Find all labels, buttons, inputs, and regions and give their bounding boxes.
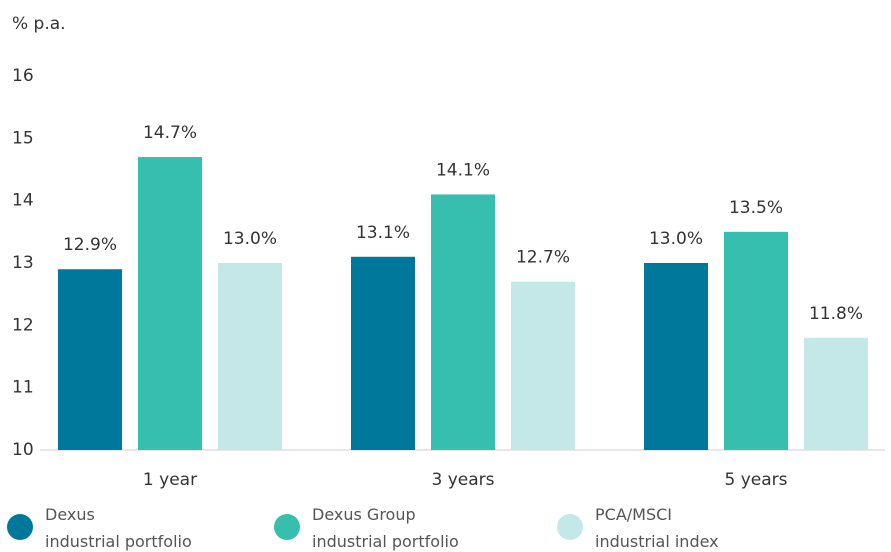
y-tick-label: 16 [12, 66, 34, 86]
legend-line: industrial portfolio [45, 532, 192, 551]
legend-line: industrial index [595, 532, 719, 551]
x-tick-label: 5 years [724, 470, 787, 490]
y-tick-label: 15 [12, 128, 34, 148]
x-tick-label: 3 years [431, 470, 494, 490]
value-label: 13.1% [356, 223, 410, 243]
legend-label: Dexus Group industrial portfolio [312, 505, 459, 551]
value-label: 14.1% [436, 160, 490, 180]
legend-line: PCA/MSCI [595, 505, 677, 524]
y-tick-label: 10 [12, 440, 34, 460]
y-tick-label: 12 [12, 315, 34, 335]
bar [351, 256, 415, 450]
bar [804, 337, 868, 450]
x-tick-label: 1 year [143, 470, 197, 490]
y-tick-label: 14 [12, 191, 34, 211]
legend-swatch [274, 514, 300, 540]
legend-line: Dexus [45, 505, 100, 524]
y-tick-label: 13 [12, 253, 34, 273]
bar [218, 263, 282, 450]
bar [644, 263, 708, 450]
value-label: 14.7% [143, 123, 197, 143]
legend-swatch [7, 514, 33, 540]
legend-line: Dexus Group [312, 505, 421, 524]
legend-label: Dexus industrial portfolio [45, 505, 192, 551]
bar [511, 281, 575, 450]
y-tick-label: 11 [12, 378, 34, 398]
value-label: 13.5% [729, 198, 783, 218]
bar [58, 269, 122, 450]
value-label: 13.0% [223, 229, 277, 249]
bar [724, 231, 788, 450]
value-label: 12.7% [516, 248, 570, 268]
legend-line: industrial portfolio [312, 532, 459, 551]
value-label: 11.8% [809, 304, 863, 324]
legend-swatch [557, 514, 583, 540]
value-label: 12.9% [63, 235, 117, 255]
legend-label: PCA/MSCI industrial index [595, 505, 719, 551]
bar [431, 194, 495, 450]
bar [138, 157, 202, 451]
y-axis-label: % p.a. [12, 14, 66, 34]
value-label: 13.0% [649, 229, 703, 249]
